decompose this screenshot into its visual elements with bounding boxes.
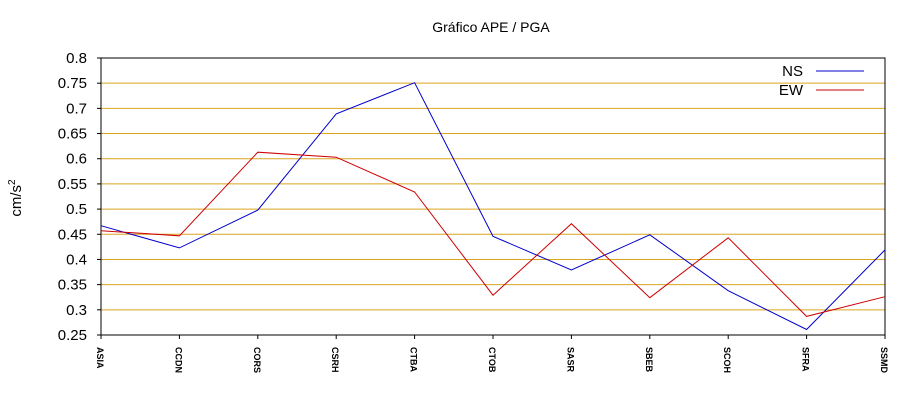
y-tick-label: 0.55 [58, 176, 87, 193]
x-tick-label: ASIA [95, 347, 105, 369]
x-tick-label: SBEB [644, 347, 654, 373]
y-tick-label: 0.4 [66, 251, 87, 268]
y-tick-label: 0.25 [58, 327, 87, 344]
x-tick-label: SFRA [801, 347, 811, 372]
x-tick-label: SSMD [879, 347, 889, 374]
y-tick-label: 0.75 [58, 75, 87, 92]
x-tick-label: CTBA [409, 347, 419, 372]
x-tick-label: CCDN [173, 347, 183, 373]
x-tick-label: CSRH [330, 347, 340, 373]
x-tick-labels: ASIA CCDN CORS CSRH CTBA CTOB SASR SBEB SCOH SFRA… [95, 347, 889, 374]
chart-title: Gráfico APE / PGA [432, 19, 550, 35]
grid-lines [101, 58, 885, 310]
y-axis-label-exponent: 2 [7, 179, 18, 185]
y-tick-labels: 0.25 0.3 0.35 0.4 0.45 0.5 0.55 0.6 0.65 0.7 0.75 0… [58, 50, 87, 344]
y-tick-label: 0.65 [58, 126, 87, 143]
x-tick-label: CORS [252, 347, 262, 373]
legend: NS EW [779, 63, 864, 99]
series-lines [101, 83, 885, 330]
y-tick-label: 0.7 [66, 100, 87, 117]
y-tick-label: 0.8 [66, 50, 87, 67]
y-tick-label: 0.45 [58, 226, 87, 243]
x-tick-label: SASR [565, 347, 575, 373]
legend-label-ns: NS [782, 63, 803, 80]
y-tick-label: 0.5 [66, 201, 87, 218]
y-axis-label-unit: cm/s [8, 185, 25, 217]
plot-frame [101, 58, 885, 335]
y-tick-label: 0.35 [58, 277, 87, 294]
y-tick-label: 0.3 [66, 302, 87, 319]
series-line-ns [101, 83, 885, 330]
x-tick-label: SCOH [722, 347, 732, 373]
y-tick-label: 0.6 [66, 151, 87, 168]
x-tick-label: CTOB [487, 347, 497, 373]
legend-label-ew: EW [779, 82, 804, 99]
y-axis-label: cm/s2 [7, 179, 25, 217]
axes [97, 58, 885, 339]
